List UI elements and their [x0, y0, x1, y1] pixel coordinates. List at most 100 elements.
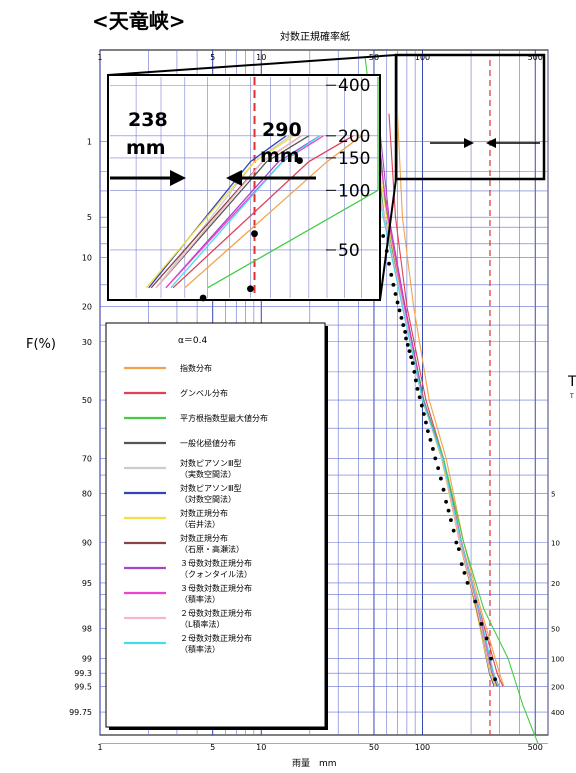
y-tick-label: 99	[82, 655, 92, 664]
observation-point	[428, 437, 433, 442]
series-lines	[364, 56, 539, 744]
x-tick-label-bottom: 100	[415, 743, 430, 752]
y-tick-label: 98	[82, 624, 92, 633]
inset-series-line-7	[145, 135, 295, 289]
inset-observation-point	[296, 157, 303, 164]
observation-point	[417, 395, 422, 400]
inset-series-line-11	[155, 135, 302, 289]
observation-point	[451, 528, 456, 533]
observation-point	[433, 456, 438, 461]
inset-series-line-4	[155, 135, 310, 289]
observation-point	[454, 540, 459, 545]
observation-point	[459, 562, 464, 567]
legend-label: 対数ピアソンⅢ型	[180, 483, 242, 493]
zoom-connector-bottom	[379, 178, 397, 301]
y-tick-label: 10	[82, 254, 92, 263]
main-arrows	[430, 138, 540, 148]
x-tick-label-bottom: 50	[369, 743, 379, 752]
observation-point	[456, 547, 461, 551]
inset-observation-point	[199, 294, 207, 302]
inset-observation-point	[251, 230, 258, 238]
inset-series	[145, 77, 379, 289]
annotation-high-value: 290	[262, 119, 302, 141]
annotation-high-unit: mm	[260, 145, 300, 167]
observation-point	[444, 499, 448, 504]
annotation-low-value: 238	[128, 109, 168, 131]
observation-point	[431, 447, 435, 451]
observation-point	[436, 466, 441, 471]
y-tick-label: 95	[82, 579, 92, 588]
legend-label: ３母数対数正規分布	[180, 583, 252, 593]
observation-point	[387, 261, 391, 266]
legend-label-sub: （岩井法）	[180, 519, 220, 529]
inset-observation-point	[247, 285, 254, 293]
observation-point	[401, 323, 406, 327]
observation-point	[484, 636, 489, 641]
y-tick-label: 99.5	[74, 682, 92, 691]
x-axis-label: 雨量 mm	[292, 758, 337, 769]
observation-point	[462, 570, 467, 575]
x-tick-label-bottom: 1	[97, 743, 102, 752]
observation-point	[449, 518, 453, 523]
y-tick-label: 80	[82, 490, 92, 499]
legend-label-sub: （石原・高瀬法）	[180, 544, 244, 554]
legend-label-sub: （実数空間法）	[180, 469, 236, 479]
observation-point	[407, 349, 412, 354]
y-tick-label: 90	[82, 539, 92, 548]
observation-point	[403, 330, 408, 334]
y-tick-label: 20	[82, 302, 92, 311]
observation-point	[391, 282, 396, 287]
chart-title: <天竜峡>	[92, 9, 186, 33]
inset-arrows	[110, 170, 316, 186]
observation-point	[415, 386, 420, 391]
right-label: T	[567, 374, 576, 390]
legend-label: ３母数対数正規分布	[180, 558, 252, 568]
y-tick-label: 50	[82, 396, 92, 405]
y-tick-label: 99.75	[69, 708, 92, 717]
observation-point	[479, 622, 484, 626]
legend-label: 対数正規分布	[180, 508, 228, 518]
observation-point	[422, 412, 426, 416]
return-period-tick: 100	[551, 656, 564, 664]
x-tick-label-bottom: 500	[528, 743, 543, 752]
legend-label: 平方根指数型最大値分布	[180, 413, 268, 423]
x-tick-label-top: 1	[97, 53, 102, 62]
y-tick-label: 30	[82, 338, 92, 347]
x-tick-label-top: 500	[528, 53, 543, 62]
y-tick-label: 99.3	[74, 669, 92, 678]
inset-tick-label: 400	[338, 76, 370, 96]
return-period-tick: 50	[551, 625, 560, 633]
legend-label-sub: （積率法）	[180, 644, 220, 654]
observation-point	[419, 403, 424, 408]
observation-point	[414, 378, 418, 383]
observation-point	[465, 580, 470, 585]
legend-label: グンベル分布	[180, 388, 228, 398]
legend-label-sub: （積率法）	[180, 594, 220, 604]
x-tick-label-bottom: 5	[210, 743, 215, 752]
legend-box	[105, 322, 326, 728]
legend-label-sub: （対数空間法）	[180, 494, 236, 504]
return-period-tick: 5	[551, 491, 555, 499]
inset-tick-label: 150	[338, 149, 370, 169]
observation-point	[441, 487, 446, 492]
inset-series-line-12	[170, 135, 321, 289]
inset-tick-label: 100	[338, 181, 370, 201]
return-period-tick: 200	[551, 683, 564, 691]
inset-series-line-9	[165, 135, 321, 289]
right-label-small: T	[569, 393, 574, 400]
inset-series-line-3	[207, 77, 379, 289]
observation-point	[393, 292, 398, 296]
return-period-tick: 400	[551, 709, 564, 717]
annotation-low-unit: mm	[126, 137, 166, 159]
observation-point	[493, 677, 498, 682]
return-period-tick: 20	[551, 580, 560, 588]
observation-point	[381, 234, 386, 238]
zoom-box	[394, 53, 546, 181]
legend-label-sub: （L積率法）	[180, 619, 224, 629]
observation-point	[426, 429, 430, 433]
observation-point	[399, 316, 404, 320]
x-tick-label-top: 5	[210, 53, 215, 62]
observation-point	[405, 343, 410, 347]
legend-label: 対数正規分布	[180, 533, 228, 543]
